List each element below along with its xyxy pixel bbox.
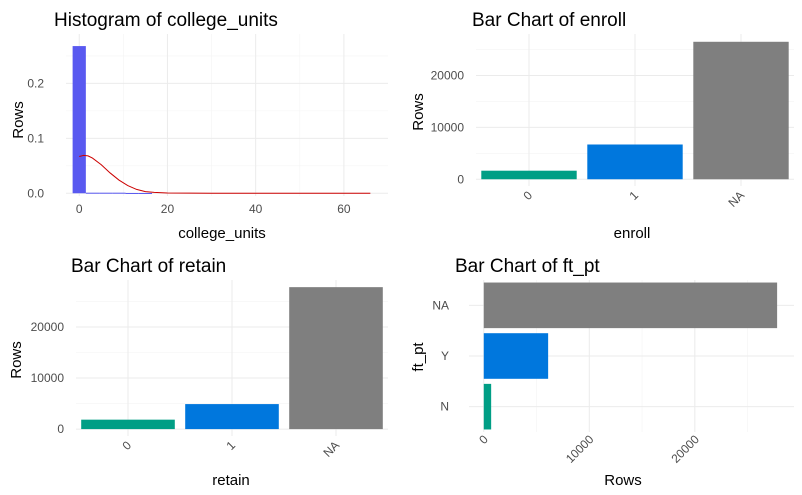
bar-n bbox=[483, 383, 492, 430]
x-tick-label: NA bbox=[725, 188, 747, 210]
bar-0 bbox=[481, 170, 577, 180]
histogram-bin bbox=[99, 192, 113, 194]
bar-chart-retain-panel: Bar Chart of retain 0 10000 20000 0 1 NA reta… bbox=[8, 256, 388, 489]
x-axis-title: enroll bbox=[614, 225, 651, 242]
histogram-college-units-panel: Histogram of college_units 0 20 40 60 0.0 0.1… bbox=[10, 10, 388, 242]
y-tick-label: 0.2 bbox=[27, 76, 44, 90]
x-tick-label: 0 bbox=[76, 202, 83, 216]
y-tick-label: 0.0 bbox=[27, 186, 44, 200]
histogram-bin bbox=[72, 46, 86, 194]
x-tick-label: 0 bbox=[119, 438, 134, 453]
histogram-bin bbox=[85, 192, 100, 194]
bar-y bbox=[483, 333, 549, 379]
x-axis-title: Rows bbox=[604, 472, 642, 489]
y-axis-title: Rows bbox=[410, 93, 427, 131]
density-curve bbox=[79, 154, 371, 194]
x-tick-label: 1 bbox=[223, 438, 238, 453]
x-tick-label: 60 bbox=[337, 202, 351, 216]
y-axis-title: Rows bbox=[8, 341, 25, 379]
y-tick-label: 0 bbox=[57, 422, 64, 436]
y-tick-label: NA bbox=[432, 298, 449, 312]
x-tick-label: 0 bbox=[520, 188, 535, 203]
histogram-bin bbox=[112, 192, 126, 194]
y-axis-title: ft_pt bbox=[410, 342, 427, 372]
bar-na bbox=[693, 41, 789, 180]
bar-1 bbox=[587, 144, 683, 180]
x-tick-label: 40 bbox=[249, 202, 263, 216]
x-tick-label: 20000 bbox=[668, 432, 702, 466]
y-tick-label: 20000 bbox=[431, 69, 465, 83]
x-tick-label: 20 bbox=[161, 202, 175, 216]
y-tick-label: Y bbox=[441, 349, 449, 363]
bar-0 bbox=[81, 419, 175, 430]
x-tick-label: NA bbox=[320, 438, 342, 460]
x-axis-title: college_units bbox=[178, 225, 266, 242]
bar-na bbox=[483, 282, 778, 329]
y-tick-label: 0.1 bbox=[27, 131, 44, 145]
y-axis-title: Rows bbox=[10, 101, 27, 139]
histogram-bin bbox=[125, 192, 139, 194]
histogram-bin bbox=[138, 192, 153, 194]
bar-chart-enroll-panel: Bar Chart of enroll 0 10000 20000 0 1 NA enro… bbox=[410, 10, 794, 242]
x-tick-label: 1 bbox=[626, 188, 641, 203]
chart-title: Bar Chart of enroll bbox=[472, 10, 626, 31]
x-axis-title: retain bbox=[212, 472, 250, 489]
chart-title: Bar Chart of retain bbox=[71, 256, 226, 277]
y-tick-label: 10000 bbox=[31, 371, 65, 385]
x-tick-label: 10000 bbox=[563, 432, 597, 466]
bar-1 bbox=[185, 404, 279, 430]
x-tick-label: 0 bbox=[476, 432, 491, 447]
y-tick-label: 20000 bbox=[31, 320, 65, 334]
y-tick-label: 10000 bbox=[431, 120, 465, 134]
y-tick-label: N bbox=[440, 400, 449, 414]
y-tick-label: 0 bbox=[457, 172, 464, 186]
chart-title: Histogram of college_units bbox=[54, 10, 278, 31]
bar-na bbox=[289, 287, 383, 430]
chart-title: Bar Chart of ft_pt bbox=[455, 256, 600, 277]
